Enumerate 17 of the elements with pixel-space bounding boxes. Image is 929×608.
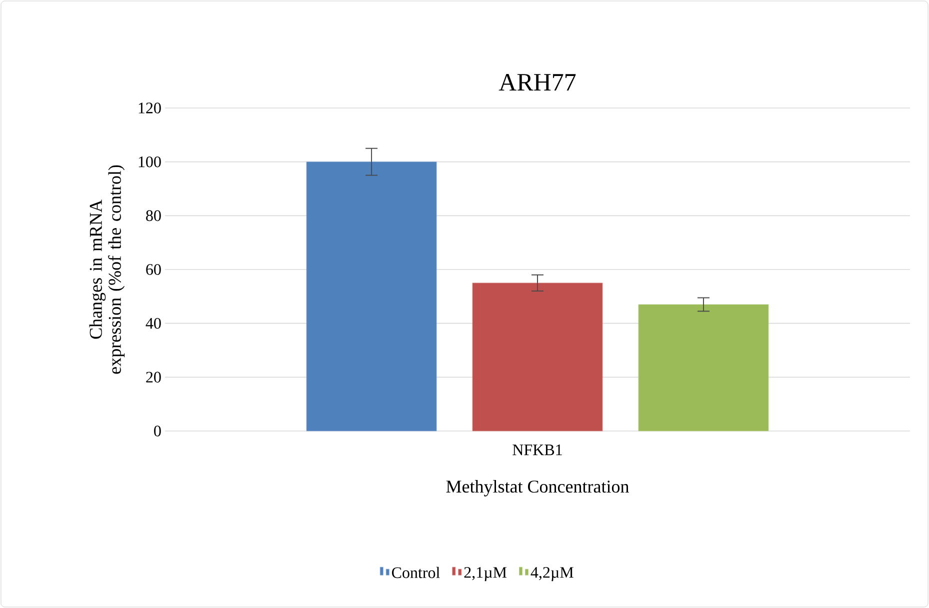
bar: [306, 162, 437, 432]
bar: [472, 282, 603, 432]
legend-label: 2,1µM: [464, 567, 507, 582]
y-tick-label: 120: [138, 102, 161, 114]
legend-label: Control: [392, 566, 440, 578]
bar: [638, 304, 769, 432]
y-tick-label: 100: [138, 156, 161, 168]
y-axis-title: Changes in mRNA expression (%of the control): [89, 165, 125, 374]
y-tick-label: 60: [146, 264, 161, 275]
y-tick-label: 80: [146, 210, 161, 222]
y-tick-label: 0: [154, 426, 161, 436]
legend-label: 4,2µM: [530, 567, 574, 582]
x-axis-title: Methylstat Concentration: [446, 480, 629, 496]
y-tick-label: 40: [146, 318, 161, 329]
x-tick-label: NFKB1: [512, 444, 562, 456]
y-tick-label: 20: [146, 372, 161, 383]
chart-title: ARH77: [498, 74, 576, 90]
